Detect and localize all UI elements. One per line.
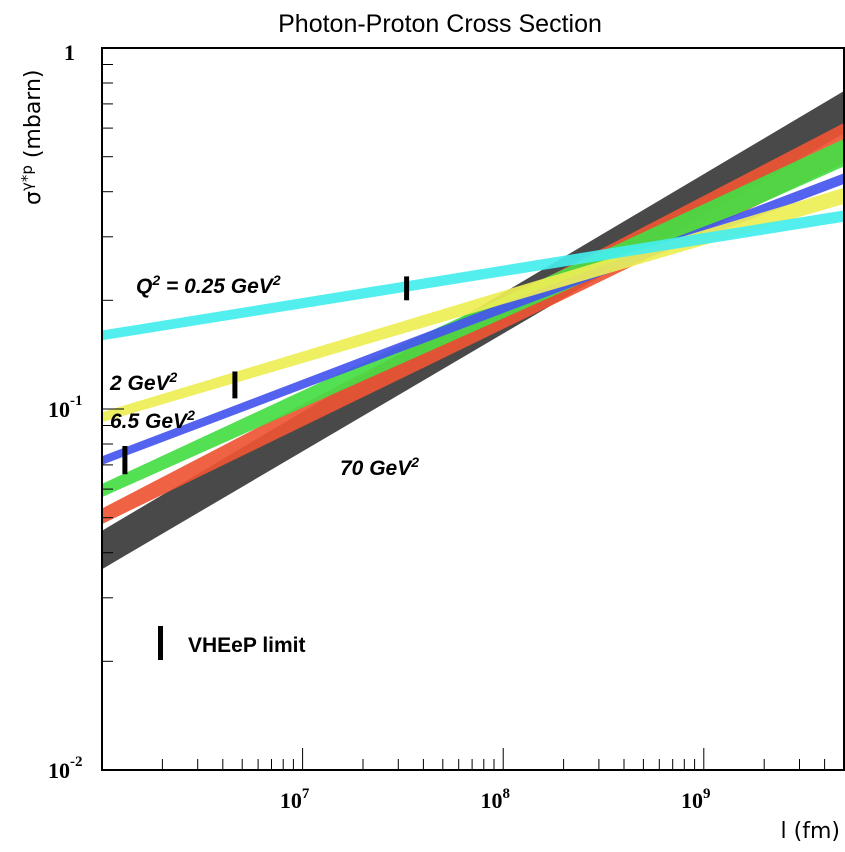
cross-section-bands xyxy=(102,91,844,570)
chart-title: Photon-Proton Cross Section xyxy=(278,10,602,38)
x-tick-label-1: 108 xyxy=(480,786,510,813)
x-axis-label: l (fm) xyxy=(781,819,840,844)
legend-label: VHEeP limit xyxy=(188,634,306,657)
x-tick-label-0: 107 xyxy=(280,786,310,813)
band-4 xyxy=(102,187,844,423)
limit-marker-2 xyxy=(404,276,410,301)
band-label-5: Q2 = 0.25 GeV2 xyxy=(136,272,281,298)
x-tick-label-2: 109 xyxy=(681,786,711,813)
band-label-3: 2 GeV2 xyxy=(109,369,178,395)
legend-limit-marker xyxy=(158,626,163,660)
plot-frame xyxy=(101,47,845,771)
y-tick-label-1: 10-1 xyxy=(48,393,83,422)
y-tick-label-2: 10-2 xyxy=(48,754,83,783)
legend: VHEeP limit xyxy=(158,626,306,660)
band-label-0: 70 GeV2 xyxy=(340,454,419,480)
vheep-limit-markers xyxy=(122,276,410,475)
y-tick-label-0: 1 xyxy=(64,40,75,65)
band-label-2: 6.5 GeV2 xyxy=(110,407,195,433)
axis-ticks xyxy=(101,47,845,771)
band-labels: 70 GeV2 6.5 GeV2 2 GeV2 Q2 = 0.25 GeV2 xyxy=(109,272,419,480)
limit-marker-1 xyxy=(232,371,238,399)
y-axis-label: σγ*p (mbarn) xyxy=(18,70,46,206)
tick-labels: 107 108 109 1 10-1 10-2 xyxy=(48,40,711,813)
limit-marker-0 xyxy=(122,446,128,475)
band-5 xyxy=(102,210,844,341)
